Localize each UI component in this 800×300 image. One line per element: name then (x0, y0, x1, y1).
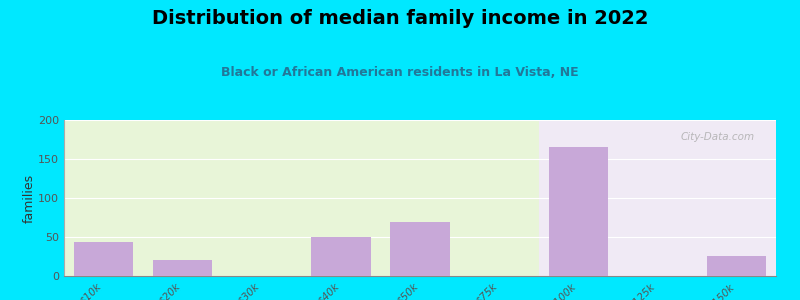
Text: Black or African American residents in La Vista, NE: Black or African American residents in L… (221, 66, 579, 79)
Bar (538, 120, 800, 276)
Y-axis label: families: families (22, 173, 35, 223)
Bar (390, 222, 450, 276)
Bar (549, 147, 608, 276)
Text: Distribution of median family income in 2022: Distribution of median family income in … (152, 9, 648, 28)
Text: City-Data.com: City-Data.com (681, 133, 754, 142)
Bar (74, 242, 134, 276)
Bar (311, 237, 370, 276)
Bar (153, 260, 212, 276)
Bar (706, 256, 766, 276)
